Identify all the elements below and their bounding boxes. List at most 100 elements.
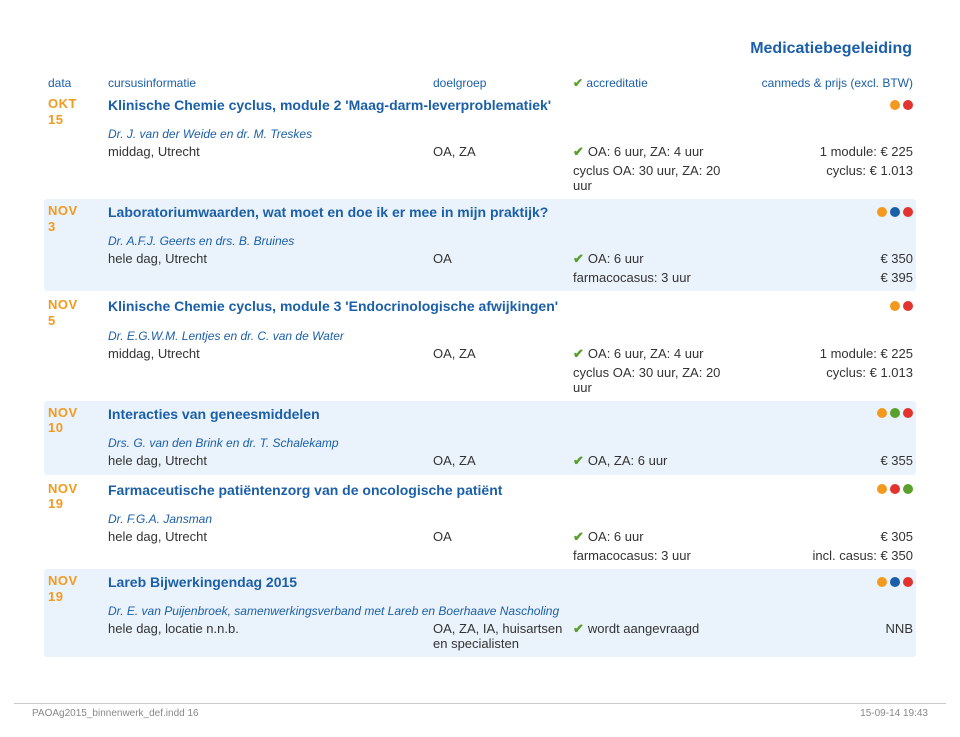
- course-instructor: Dr. F.G.A. Jansman: [108, 512, 913, 526]
- course-title: Interacties van geneesmiddelen: [108, 405, 728, 423]
- col-doelgroep: doelgroep: [433, 76, 573, 90]
- course-instructor: Dr. J. van der Weide en dr. M. Treskes: [108, 127, 913, 141]
- detail-price: incl. casus: € 350: [728, 548, 913, 563]
- course-detail-row: middag, UtrechtOA, ZAOA: 6 uur, ZA: 4 uu…: [48, 346, 912, 362]
- col-accreditatie: ✔ accreditatie: [573, 76, 728, 90]
- detail-when: hele dag, Utrecht: [108, 453, 433, 468]
- course-date: NOV10: [48, 405, 108, 436]
- course-row-header: NOV10Interacties van geneesmiddelen: [44, 405, 916, 436]
- course-instructor-row: Dr. J. van der Weide en dr. M. Treskes: [48, 127, 912, 141]
- course-item: NOV19Farmaceutische patiëntenzorg van de…: [48, 481, 912, 563]
- course-item: NOV19Lareb Bijwerkingendag 2015 Dr. E. va…: [44, 569, 916, 657]
- course-item: NOV3Laboratoriumwaarden, wat moet en doe…: [44, 199, 916, 291]
- indesign-footer: PAOAg2015_binnenwerk_def.indd 16 15-09-1…: [14, 703, 946, 719]
- detail-accreditation: farmacocasus: 3 uur: [573, 548, 728, 563]
- canmeds-dots: [728, 481, 913, 496]
- canmeds-dots: [728, 96, 913, 111]
- footer-left: PAOAg2015_binnenwerk_def.indd 16: [32, 708, 199, 719]
- dot-icon: [890, 301, 900, 311]
- col-cursusinformatie: cursusinformatie: [108, 76, 433, 90]
- detail-target: OA, ZA, IA, huisartsen en specialisten: [433, 621, 573, 651]
- dot-icon: [890, 577, 900, 587]
- course-instructor-row: Dr. F.G.A. Jansman: [48, 512, 912, 526]
- detail-accreditation: OA, ZA: 6 uur: [573, 453, 728, 469]
- course-detail-row: hele dag, UtrechtOA, ZAOA, ZA: 6 uur€ 35…: [44, 453, 916, 469]
- detail-accreditation: wordt aangevraagd: [573, 621, 728, 637]
- dot-icon: [877, 484, 887, 494]
- col-data: data: [48, 76, 108, 90]
- col-price: canmeds & prijs (excl. BTW): [728, 76, 913, 90]
- course-row-header: NOV3Laboratoriumwaarden, wat moet en doe…: [44, 203, 916, 234]
- course-detail-row: cyclus OA: 30 uur, ZA: 20 uurcyclus: € 1…: [48, 365, 912, 395]
- dot-icon: [903, 484, 913, 494]
- course-instructor: Dr. E.G.W.M. Lentjes en dr. C. van de Wa…: [108, 329, 913, 343]
- section-title: Medicatiebegeleiding: [48, 40, 912, 58]
- course-item: NOV10Interacties van geneesmiddelenDrs. …: [44, 401, 916, 475]
- dot-icon: [877, 207, 887, 217]
- courses-list: OKT15Klinische Chemie cyclus, module 2 '…: [48, 96, 912, 657]
- course-title: Lareb Bijwerkingendag 2015: [108, 573, 728, 591]
- detail-when: hele dag, Utrecht: [108, 251, 433, 266]
- course-instructor: Drs. G. van den Brink en dr. T. Schaleka…: [108, 436, 913, 450]
- detail-accreditation: OA: 6 uur, ZA: 4 uur: [573, 144, 728, 160]
- dot-icon: [903, 100, 913, 110]
- detail-price: 1 module: € 225: [728, 144, 913, 159]
- canmeds-dots: [728, 405, 913, 420]
- dot-icon: [903, 577, 913, 587]
- course-date: NOV19: [48, 573, 108, 604]
- course-title: Klinische Chemie cyclus, module 3 'Endoc…: [108, 297, 728, 315]
- course-detail-row: hele dag, locatie n.n.b.OA, ZA, IA, huis…: [44, 621, 916, 651]
- dot-icon: [890, 484, 900, 494]
- detail-price: NNB: [728, 621, 913, 636]
- course-row-header: NOV5Klinische Chemie cyclus, module 3 'E…: [48, 297, 912, 328]
- detail-when: hele dag, Utrecht: [108, 529, 433, 544]
- course-date: OKT15: [48, 96, 108, 127]
- dot-icon: [903, 408, 913, 418]
- canmeds-dots: [728, 573, 913, 588]
- detail-accreditation: cyclus OA: 30 uur, ZA: 20 uur: [573, 163, 728, 193]
- detail-when: hele dag, locatie n.n.b.: [108, 621, 433, 636]
- detail-price: € 395: [728, 270, 913, 285]
- detail-accreditation: OA: 6 uur, ZA: 4 uur: [573, 346, 728, 362]
- course-instructor-row: Drs. G. van den Brink en dr. T. Schaleka…: [44, 436, 916, 450]
- canmeds-dots: [728, 297, 913, 312]
- course-row-header: NOV19Farmaceutische patiëntenzorg van de…: [48, 481, 912, 512]
- detail-when: middag, Utrecht: [108, 144, 433, 159]
- detail-accreditation: OA: 6 uur: [573, 251, 728, 267]
- detail-price: cyclus: € 1.013: [728, 163, 913, 178]
- footer-right: 15-09-14 19:43: [860, 708, 928, 719]
- detail-price: 1 module: € 225: [728, 346, 913, 361]
- detail-target: OA: [433, 251, 573, 266]
- detail-target: OA, ZA: [433, 144, 573, 159]
- dot-icon: [903, 301, 913, 311]
- course-title: Klinische Chemie cyclus, module 2 'Maag-…: [108, 96, 728, 114]
- course-instructor-row: Dr. E. van Puijenbroek, samenwerkingsver…: [44, 604, 916, 618]
- detail-target: OA: [433, 529, 573, 544]
- course-date: NOV5: [48, 297, 108, 328]
- dot-icon: [890, 207, 900, 217]
- course-instructor: Dr. E. van Puijenbroek, samenwerkingsver…: [108, 604, 913, 618]
- detail-accreditation: OA: 6 uur: [573, 529, 728, 545]
- canmeds-dots: [728, 203, 913, 218]
- course-detail-row: hele dag, UtrechtOAOA: 6 uur€ 305: [48, 529, 912, 545]
- course-title: Farmaceutische patiëntenzorg van de onco…: [108, 481, 728, 499]
- course-instructor-row: Dr. E.G.W.M. Lentjes en dr. C. van de Wa…: [48, 329, 912, 343]
- course-title: Laboratoriumwaarden, wat moet en doe ik …: [108, 203, 728, 221]
- dot-icon: [877, 577, 887, 587]
- table-header: data cursusinformatie doelgroep ✔ accred…: [48, 76, 912, 90]
- detail-target: OA, ZA: [433, 453, 573, 468]
- detail-price: € 350: [728, 251, 913, 266]
- detail-price: cyclus: € 1.013: [728, 365, 913, 380]
- course-date: NOV19: [48, 481, 108, 512]
- course-detail-row: farmacocasus: 3 uurincl. casus: € 350: [48, 548, 912, 563]
- page: Medicatiebegeleiding data cursusinformat…: [0, 0, 960, 657]
- dot-icon: [903, 207, 913, 217]
- course-detail-row: hele dag, UtrechtOAOA: 6 uur€ 350: [44, 251, 916, 267]
- detail-price: € 355: [728, 453, 913, 468]
- detail-price: € 305: [728, 529, 913, 544]
- detail-accreditation: farmacocasus: 3 uur: [573, 270, 728, 285]
- course-date: NOV3: [48, 203, 108, 234]
- course-item: OKT15Klinische Chemie cyclus, module 2 '…: [48, 96, 912, 193]
- course-item: NOV5Klinische Chemie cyclus, module 3 'E…: [48, 297, 912, 394]
- dot-icon: [877, 408, 887, 418]
